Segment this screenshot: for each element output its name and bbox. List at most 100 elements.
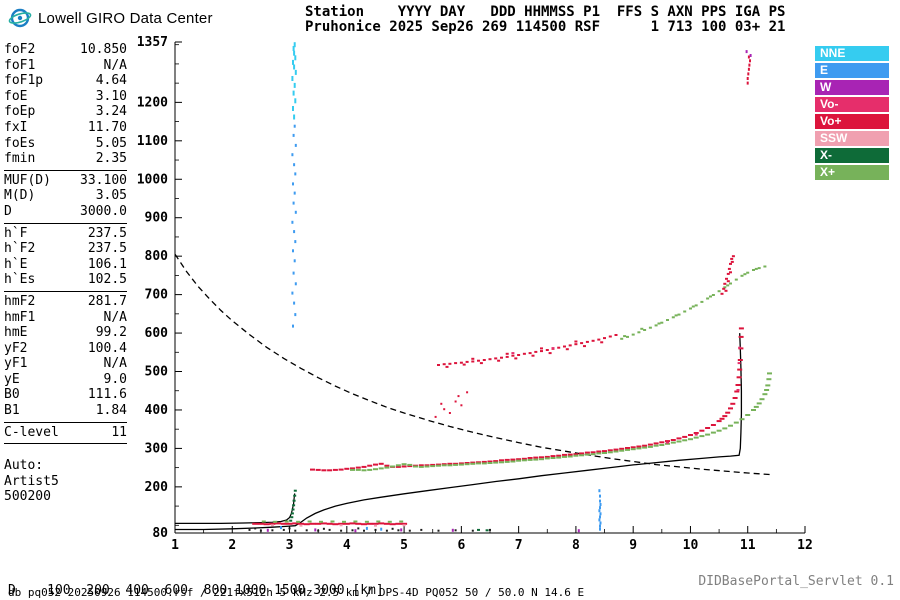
param-value: 237.5 [87,241,127,257]
param-value: 10.850 [80,42,127,57]
legend-item-NNE: NNE [815,46,889,61]
param-value: 99.2 [95,325,127,341]
legend-item-X+: X+ [815,165,889,180]
svg-text:200: 200 [145,480,169,495]
param-row-h`Es: h`Es 102.5 [4,272,127,288]
param-row-fmin: fmin 2.35 [4,151,127,167]
param-label: foF1 [4,57,36,73]
param-row-C-level: C-level 11 [4,425,127,441]
auto-line: Artist5 [4,473,59,489]
echoes-second-hop-o-asymptote [720,255,735,295]
param-label: foE [4,88,28,104]
param-label: foEs [4,135,36,151]
echoes-es-trace-o [252,522,408,526]
auto-label: Auto: [4,458,44,474]
param-label: C-level [4,424,59,440]
svg-text:7: 7 [515,538,523,553]
param-row-M(D): M(D) 3.05 [4,188,127,204]
param-value: N/A [103,57,127,73]
param-value: 281.7 [87,293,127,309]
param-row-h`E: h`E 106.1 [4,257,127,273]
svg-text:1200: 1200 [137,95,168,110]
echoes-baseline-noise-black [248,527,491,532]
svg-text:5: 5 [400,538,408,553]
param-row-MUF(D): MUF(D) 33.100 [4,173,127,189]
param-row-B1: B1 1.84 [4,403,127,419]
param-value: 1.84 [95,403,127,419]
svg-text:8: 8 [572,538,580,553]
param-label: hmF2 [4,293,36,309]
param-group: MUF(D) 33.100 M(D) 3.05 D 3000.0 [4,169,127,223]
logo-title: Lowell GIRO Data Center [38,9,213,27]
svg-text:12: 12 [797,538,813,553]
svg-text:2: 2 [228,538,236,553]
param-row-yE: yE 9.0 [4,372,127,388]
echoes-o-trace-vo-plus [310,327,744,472]
param-row-fxI: fxI 11.70 [4,120,127,136]
param-row-B0: B0 111.6 [4,387,127,403]
line-e-layer-fit [175,493,296,525]
line-muf-transmission-curve [174,253,771,476]
svg-text:800: 800 [145,249,169,264]
param-label: MUF(D) [4,172,51,188]
param-row-hmE: hmE 99.2 [4,325,127,341]
legend-item-X-: X- [815,148,889,163]
param-group: h`F 237.5 h`F2 237.5 h`E 106.1 h`Es 102.5 [4,222,127,291]
param-value: N/A [103,309,127,325]
param-value: 5.05 [95,135,127,151]
echoes-interference-cyan-nne [291,42,297,120]
param-row-foE: foE 3.10 [4,89,127,105]
param-row-D: D 3000.0 [4,204,127,220]
param-value: 9.0 [103,371,127,387]
param-value: 3000.0 [80,203,127,219]
svg-text:11: 11 [740,538,756,553]
param-label: D [4,203,12,219]
param-group: C-level 11 [4,421,127,445]
param-row-hmF2: hmF2 281.7 [4,294,127,310]
echoes-spread-o-echoes [434,391,469,418]
param-label: M(D) [4,188,36,204]
param-label: h`E [4,256,28,272]
param-value: 11 [111,424,127,440]
svg-text:3: 3 [286,538,294,553]
param-row-yF1: yF1 N/A [4,356,127,372]
echoes-es-trace-x [261,520,404,523]
autoscaler-block: Auto: Artist5 500200 [4,458,127,505]
param-label: hmE [4,325,28,341]
param-label: foF1p [4,73,44,89]
station-header: Station YYYY DAY DDD HHMMSS P1 FFS S AXN… [305,5,785,35]
param-value: N/A [103,356,127,372]
echoes-vo-minus-echoes [511,346,742,444]
svg-text:700: 700 [145,288,169,303]
param-value: 3.10 [95,88,127,104]
param-row-foF1: foF1 N/A [4,58,127,74]
svg-text:300: 300 [145,441,169,456]
param-label: B0 [4,387,20,403]
svg-text:1: 1 [171,538,179,553]
param-label: h`F2 [4,241,36,257]
param-row-foEs: foEs 5.05 [4,136,127,152]
param-label: yF1 [4,356,28,372]
param-value: 3.05 [95,188,127,204]
status-line: db pq052 20250926 114500.rsf / 221fx512h… [8,586,585,599]
svg-text:1000: 1000 [137,172,168,187]
param-value: 111.6 [87,387,127,403]
param-value: 4.64 [95,73,127,89]
legend-item-E: E [815,63,889,78]
svg-text:900: 900 [145,211,169,226]
param-value: 33.100 [80,172,127,188]
svg-text:4: 4 [343,538,351,553]
parameter-panel: foF2 10.850 foF1 N/A foF1p 4.64 foE 3.10 foEp 3.2… [4,40,127,505]
legend-item-W: W [815,80,889,95]
svg-text:600: 600 [145,326,169,341]
muf-table: D 100 200 400 600 800 1000 1500 3000 [km… [8,555,392,600]
svg-text:80: 80 [152,526,168,541]
param-value: 106.1 [87,256,127,272]
param-row-hmF1: hmF1 N/A [4,310,127,326]
echoes-third-hop-red-cluster [746,55,751,85]
legend-item-Vo-: Vo- [815,97,889,112]
param-value: 11.70 [87,119,127,135]
param-value: 102.5 [87,272,127,288]
param-label: B1 [4,403,20,419]
